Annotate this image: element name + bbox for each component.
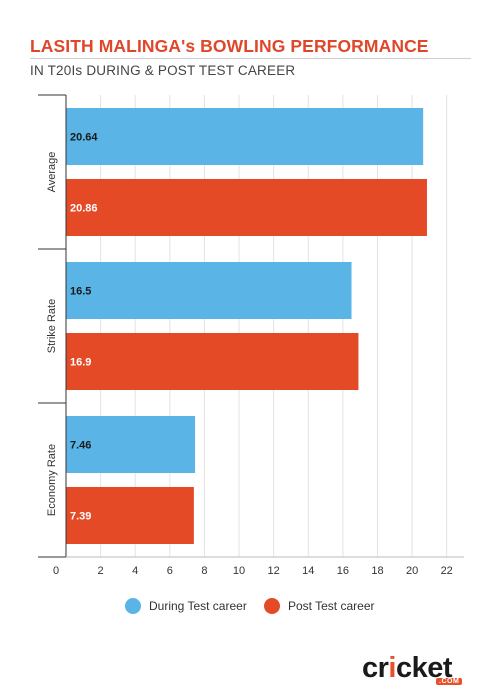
- title-divider: [30, 58, 471, 59]
- x-tick-label: 4: [132, 565, 138, 577]
- x-tick-label: 20: [406, 565, 418, 577]
- legend-swatch-post: [264, 598, 280, 614]
- x-tick-label: 14: [302, 565, 314, 577]
- x-tick-label: 12: [268, 565, 280, 577]
- data-label: 20.64: [70, 132, 98, 144]
- bar: [66, 333, 359, 390]
- legend-item-post: Post Test career: [264, 598, 374, 614]
- x-tick-label: 16: [337, 565, 349, 577]
- data-label: 16.5: [70, 286, 91, 298]
- legend-item-during: During Test career: [125, 598, 247, 614]
- bar: [66, 108, 424, 165]
- chart-legend: During Test career Post Test career: [0, 598, 500, 622]
- data-label: 20.86: [70, 203, 98, 215]
- x-tick-label: 2: [98, 565, 104, 577]
- legend-swatch-during: [125, 598, 141, 614]
- x-tick-label: 0: [53, 565, 59, 577]
- bar-chart: 20.64 20.86 Average 16.5 16.9 Strike Rate 7.46…: [38, 94, 464, 577]
- legend-label-during: During Test career: [149, 599, 247, 613]
- data-label: 7.46: [70, 440, 91, 452]
- category-label: Strike Rate: [46, 299, 58, 353]
- bar: [66, 262, 352, 319]
- category-label: Economy Rate: [46, 444, 58, 516]
- data-label: 16.9: [70, 357, 91, 369]
- logo-com-tag: .COM: [436, 678, 463, 685]
- category-label: Average: [46, 152, 58, 193]
- chart-subtitle: IN T20Is DURING & POST TEST CAREER: [30, 63, 296, 78]
- x-tick-label: 22: [441, 565, 453, 577]
- bar: [66, 416, 196, 473]
- x-tick-label: 10: [233, 565, 245, 577]
- x-tick-label: 18: [371, 565, 383, 577]
- cricket-com-logo: cricket: [362, 652, 453, 684]
- bar: [66, 487, 194, 544]
- legend-label-post: Post Test career: [288, 599, 375, 613]
- data-label: 7.39: [70, 511, 91, 523]
- x-tick-label: 6: [167, 565, 173, 577]
- chart-title: LASITH MALINGA's BOWLING PERFORMANCE: [30, 36, 429, 56]
- bar: [66, 179, 427, 236]
- x-tick-label: 8: [201, 565, 207, 577]
